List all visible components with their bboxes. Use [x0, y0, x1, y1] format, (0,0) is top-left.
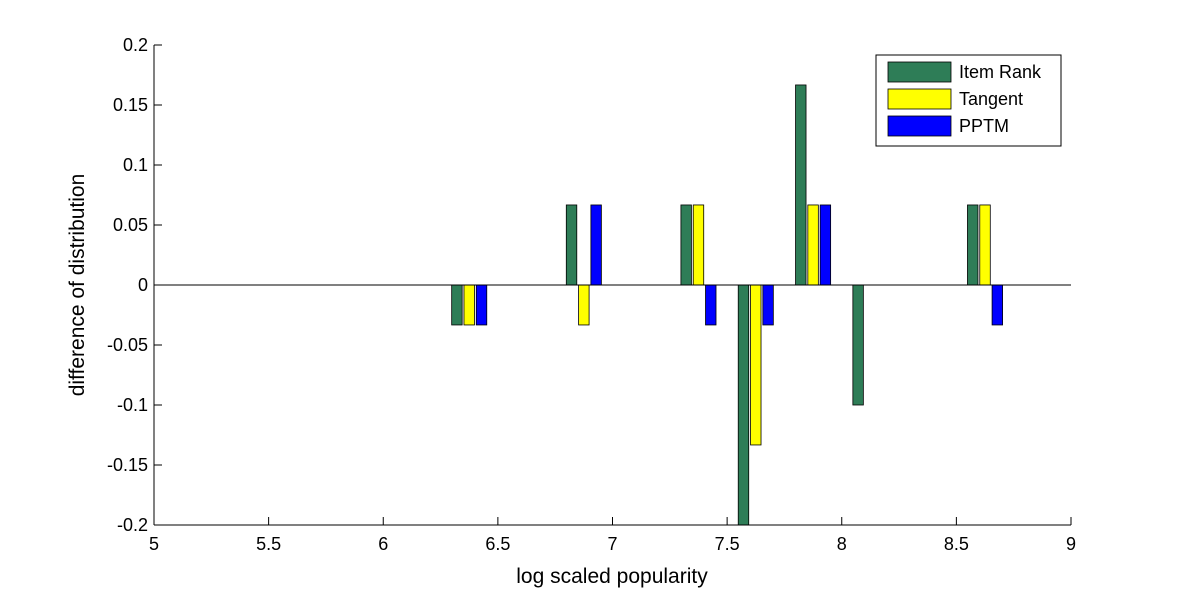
bar-pptm-3 [762, 284, 774, 326]
bar-item-rank-2 [680, 204, 692, 286]
y-tick-label: 0.2 [123, 35, 148, 55]
y-tick-label: -0.15 [107, 455, 148, 475]
bar-tangent-3 [750, 284, 762, 446]
y-axis-label: difference of distribution [66, 174, 89, 397]
x-tick-label: 7 [607, 534, 617, 554]
bar-item-rank-6 [967, 204, 979, 286]
bar-pptm-4 [819, 204, 832, 286]
x-tick-label: 8.5 [944, 534, 969, 554]
legend-label: Item Rank [959, 62, 1042, 82]
legend-swatch [887, 61, 952, 83]
bar-tangent-4 [807, 204, 819, 286]
bar-item-rank-3 [737, 284, 750, 526]
bar-tangent-6 [979, 204, 991, 286]
legend-swatch [887, 88, 952, 110]
x-axis-label: log scaled popularity [516, 565, 708, 588]
y-tick-label: -0.05 [107, 335, 148, 355]
legend-label: PPTM [959, 116, 1009, 136]
bar-item-rank-1 [565, 204, 578, 286]
bar-item-rank-4 [795, 84, 807, 286]
y-tick-label: 0.15 [113, 95, 148, 115]
bars-layer [451, 84, 1003, 526]
y-tick-label: 0.05 [113, 215, 148, 235]
bar-pptm-1 [590, 204, 602, 286]
x-tick-label: 8 [837, 534, 847, 554]
y-tick-label: 0.1 [123, 155, 148, 175]
bar-pptm-0 [475, 284, 488, 326]
bar-tangent-1 [578, 284, 590, 326]
x-tick-label: 6.5 [485, 534, 510, 554]
x-tick-label: 5 [149, 534, 159, 554]
x-tick-label: 9 [1066, 534, 1076, 554]
x-tick-label: 6 [378, 534, 388, 554]
y-tick-label: -0.2 [117, 515, 148, 535]
y-tick-label: 0 [138, 275, 148, 295]
x-tick-label: 7.5 [715, 534, 740, 554]
bar-item-rank-0 [451, 284, 463, 326]
legend-label: Tangent [959, 89, 1023, 109]
x-tick-label: 5.5 [256, 534, 281, 554]
y-tick-label: -0.1 [117, 395, 148, 415]
axes-layer: 5 5.5 6 6.5 7 7.5 8 8.5 9 0.2 0.15 0.1 0.05 0 -0.05 -0.… [107, 35, 1076, 554]
bar-tangent-0 [463, 284, 475, 326]
legend-swatch [887, 115, 952, 137]
bar-item-rank-5 [852, 284, 864, 406]
bar-pptm-2 [705, 284, 717, 326]
bar-tangent-2 [692, 204, 705, 286]
bar-pptm-6 [991, 284, 1003, 326]
legend: Item Rank Tangent PPTM [875, 54, 1062, 147]
